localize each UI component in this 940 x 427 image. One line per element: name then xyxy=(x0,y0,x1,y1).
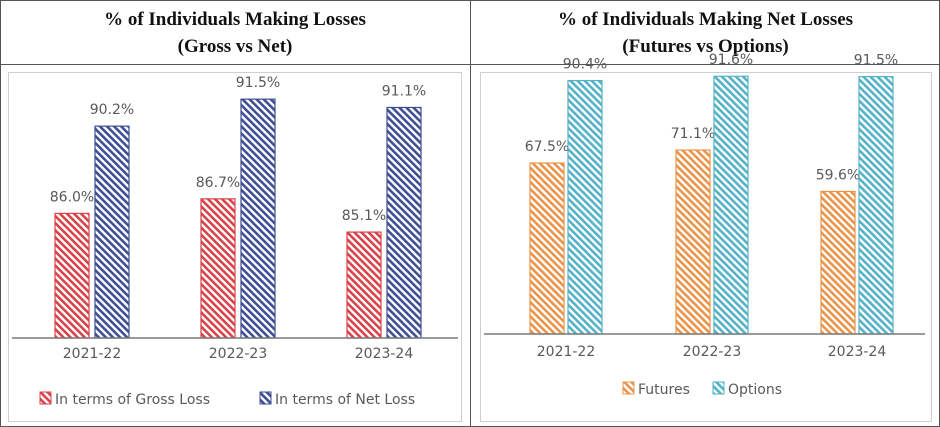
tick-label-0-2: 2023-24 xyxy=(355,346,414,362)
tick-label-1-0: 2021-22 xyxy=(537,344,596,360)
data-label-0-0-2: 85.1% xyxy=(342,208,386,224)
bar-1-1-2 xyxy=(858,75,894,335)
data-label-0-1-1: 91.5% xyxy=(236,75,280,91)
data-label-1-1-2: 91.5% xyxy=(854,53,898,69)
left-chart-box xyxy=(8,72,462,422)
left-title-line1: % of Individuals Making Losses xyxy=(104,9,366,30)
bar-0-1-0 xyxy=(94,125,130,339)
bar-0-1-1 xyxy=(240,98,276,339)
legend-label-1-1: Options xyxy=(728,382,782,398)
legend-swatch-1-1 xyxy=(712,381,725,395)
bar-1-1-1 xyxy=(713,75,749,335)
tick-label-0-0: 2021-22 xyxy=(63,346,122,362)
legend-swatch-1-0 xyxy=(622,381,635,395)
data-label-1-0-0: 67.5% xyxy=(525,139,569,155)
data-label-1-0-2: 59.6% xyxy=(816,167,860,183)
right-title-line2: (Futures vs Options) xyxy=(622,36,789,57)
tick-label-1-1: 2022-23 xyxy=(683,344,742,360)
tick-label-0-1: 2022-23 xyxy=(209,346,268,362)
data-label-1-0-1: 71.1% xyxy=(671,126,715,142)
bar-0-0-1 xyxy=(200,198,236,339)
legend-label-1-0: Futures xyxy=(638,382,690,398)
data-label-0-1-0: 90.2% xyxy=(90,102,134,118)
right-panel-title: % of Individuals Making Net Losses (Futu… xyxy=(471,6,940,60)
bar-1-0-0 xyxy=(529,162,565,335)
legend-swatch-0-1 xyxy=(259,391,272,405)
panel-divider xyxy=(470,0,471,427)
right-chart-box xyxy=(480,72,932,422)
legend-label-0-1: In terms of Net Loss xyxy=(275,392,415,408)
tick-label-1-2: 2023-24 xyxy=(828,344,887,360)
legend-swatch-0-0 xyxy=(39,391,52,405)
bar-0-0-2 xyxy=(346,231,382,339)
left-title-line2: (Gross vs Net) xyxy=(177,36,293,57)
data-label-0-0-1: 86.7% xyxy=(196,175,240,191)
bar-1-0-1 xyxy=(675,149,711,335)
bar-1-1-0 xyxy=(567,79,603,335)
right-title-line1: % of Individuals Making Net Losses xyxy=(557,9,854,30)
bar-1-0-2 xyxy=(820,190,856,335)
data-label-0-0-0: 86.0% xyxy=(50,189,94,205)
data-label-1-1-0: 90.4% xyxy=(563,57,607,73)
data-label-0-1-2: 91.1% xyxy=(382,83,426,99)
legend-label-0-0: In terms of Gross Loss xyxy=(55,392,210,408)
bar-0-0-0 xyxy=(54,212,90,339)
bar-0-1-2 xyxy=(386,106,422,339)
title-divider xyxy=(0,64,940,65)
left-panel-title: % of Individuals Making Losses (Gross vs… xyxy=(0,6,470,60)
data-label-1-1-1: 91.6% xyxy=(709,52,753,68)
